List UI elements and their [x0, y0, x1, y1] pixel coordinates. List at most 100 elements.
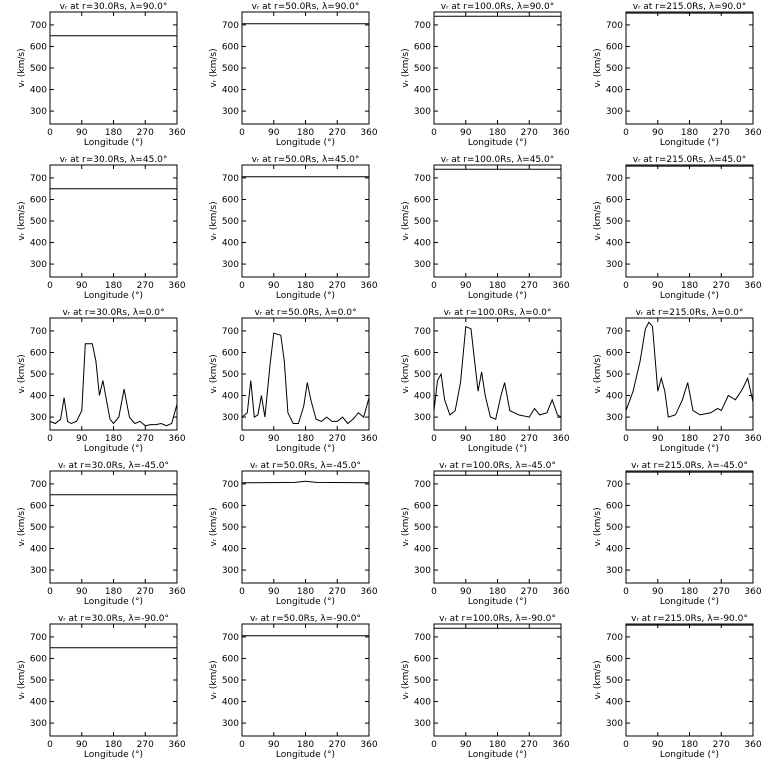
x-tick-label: 270	[521, 281, 538, 291]
y-tick-label: 400	[414, 86, 431, 96]
y-tick-label: 300	[414, 413, 431, 423]
y-tick-label: 600	[606, 348, 623, 358]
chart-title: vᵣ at r=50.0Rs, λ=-90.0°	[250, 614, 361, 624]
x-tick-label: 90	[652, 434, 664, 444]
x-axis-label: Longitude (°)	[84, 750, 143, 760]
y-tick-label: 400	[606, 392, 623, 402]
y-axis-label: vᵣ (km/s)	[401, 660, 411, 699]
plot-frame	[433, 11, 562, 125]
x-tick-label: 0	[47, 128, 53, 138]
x-tick-label: 360	[360, 587, 377, 597]
data-line	[625, 321, 754, 418]
x-tick-label: 0	[239, 128, 245, 138]
y-axis-label: vᵣ (km/s)	[209, 48, 219, 87]
y-tick-label: 400	[606, 545, 623, 555]
x-tick-label: 360	[744, 587, 761, 597]
x-tick-label: 270	[329, 587, 346, 597]
x-tick-label: 90	[76, 587, 88, 597]
chart-title: vᵣ at r=50.0Rs, λ=45.0°	[252, 155, 360, 165]
y-tick-label: 700	[414, 633, 431, 643]
plot-frame	[625, 470, 754, 584]
plot-frame	[241, 470, 370, 584]
y-tick-label: 700	[414, 174, 431, 184]
plot-frame	[49, 623, 178, 737]
x-tick-label: 0	[431, 740, 437, 750]
y-tick-label: 500	[222, 523, 239, 533]
chart-title: vᵣ at r=215.0Rs, λ=-45.0°	[631, 461, 748, 471]
x-tick-label: 90	[652, 128, 664, 138]
x-tick-label: 360	[552, 128, 569, 138]
x-tick-label: 0	[431, 434, 437, 444]
y-axis-label: vᵣ (km/s)	[209, 201, 219, 240]
x-tick-label: 0	[623, 587, 629, 597]
y-tick-label: 400	[414, 239, 431, 249]
chart-title: vᵣ at r=30.0Rs, λ=0.0°	[62, 308, 164, 318]
y-tick-label: 300	[414, 566, 431, 576]
chart-title: vᵣ at r=30.0Rs, λ=-45.0°	[58, 461, 169, 471]
y-tick-label: 500	[30, 523, 47, 533]
chart-title: vᵣ at r=50.0Rs, λ=0.0°	[254, 308, 356, 318]
y-tick-label: 500	[414, 217, 431, 227]
y-tick-label: 300	[606, 719, 623, 729]
x-tick-label: 90	[76, 740, 88, 750]
x-tick-label: 180	[297, 740, 314, 750]
x-tick-label: 360	[360, 434, 377, 444]
plot-frame	[241, 623, 370, 737]
plot-frame	[625, 317, 754, 431]
y-tick-label: 300	[606, 413, 623, 423]
x-axis-label: Longitude (°)	[468, 444, 527, 454]
y-tick-label: 600	[30, 501, 47, 511]
x-tick-label: 180	[297, 128, 314, 138]
x-tick-label: 0	[239, 740, 245, 750]
y-tick-label: 700	[606, 327, 623, 337]
y-tick-label: 500	[30, 370, 47, 380]
y-tick-label: 400	[30, 392, 47, 402]
data-line	[241, 332, 370, 425]
x-tick-label: 180	[681, 740, 698, 750]
x-tick-label: 180	[489, 740, 506, 750]
y-tick-label: 300	[606, 260, 623, 270]
y-axis-label: vᵣ (km/s)	[401, 201, 411, 240]
x-tick-label: 0	[47, 434, 53, 444]
plot-frame	[433, 623, 562, 737]
y-tick-label: 400	[222, 698, 239, 708]
x-tick-label: 360	[744, 740, 761, 750]
y-tick-label: 700	[30, 21, 47, 31]
y-tick-label: 300	[414, 719, 431, 729]
x-axis-label: Longitude (°)	[276, 444, 335, 454]
plot-frame	[49, 317, 178, 431]
x-axis-label: Longitude (°)	[276, 291, 335, 301]
x-tick-label: 90	[652, 740, 664, 750]
chart-title: vᵣ at r=50.0Rs, λ=-45.0°	[250, 461, 361, 471]
x-tick-label: 180	[489, 434, 506, 444]
x-tick-label: 0	[47, 587, 53, 597]
chart-title: vᵣ at r=100.0Rs, λ=45.0°	[441, 155, 555, 165]
x-tick-label: 180	[105, 740, 122, 750]
x-tick-label: 360	[552, 281, 569, 291]
x-tick-label: 0	[239, 281, 245, 291]
x-tick-label: 270	[713, 281, 730, 291]
y-tick-label: 300	[30, 107, 47, 117]
x-tick-label: 270	[521, 587, 538, 597]
x-tick-label: 0	[623, 281, 629, 291]
y-tick-label: 600	[30, 348, 47, 358]
x-tick-label: 0	[431, 281, 437, 291]
y-tick-label: 500	[414, 523, 431, 533]
x-tick-label: 360	[744, 281, 761, 291]
x-tick-label: 270	[713, 587, 730, 597]
x-tick-label: 360	[168, 434, 185, 444]
x-tick-label: 360	[360, 281, 377, 291]
x-tick-label: 90	[76, 434, 88, 444]
x-tick-label: 360	[360, 740, 377, 750]
x-tick-label: 90	[460, 128, 472, 138]
y-tick-label: 700	[606, 21, 623, 31]
x-tick-label: 90	[76, 281, 88, 291]
y-tick-label: 400	[606, 698, 623, 708]
x-tick-label: 180	[297, 587, 314, 597]
y-tick-label: 300	[222, 719, 239, 729]
plot-frame	[241, 164, 370, 278]
y-tick-label: 500	[606, 217, 623, 227]
y-tick-label: 600	[222, 195, 239, 205]
y-axis-label: vᵣ (km/s)	[209, 354, 219, 393]
